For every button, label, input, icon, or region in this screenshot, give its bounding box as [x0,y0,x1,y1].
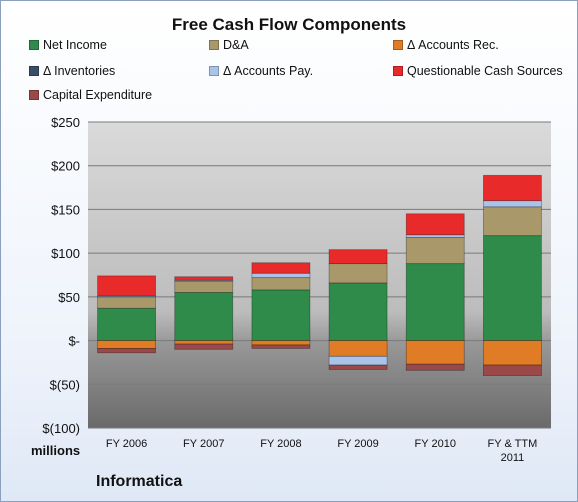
legend-item: D&A [209,38,249,52]
y-tick-label: $150 [51,202,80,217]
legend-swatch [209,40,219,50]
bar-segment [328,355,388,366]
bar-segment [251,340,311,346]
legend-item: Net Income [29,38,107,52]
bar-segment [328,249,388,265]
legend-label: D&A [223,38,249,52]
bar-segment [483,200,542,208]
legend-label: Δ Accounts Rec. [407,38,499,52]
legend-swatch [393,66,403,76]
x-tick-label: FY 2010 [415,438,456,450]
legend-swatch [29,40,39,50]
bar-segment [328,282,388,341]
bar-segment [483,206,542,237]
x-tick-label: FY 2009 [337,438,378,450]
bar-segment [328,263,388,284]
bar-segment [174,343,234,350]
y-tick-label: $200 [51,159,80,174]
brand-label: Informatica [96,473,183,490]
bar-segment [174,292,234,341]
bar-segment [97,275,156,297]
bar-segment [251,272,311,279]
plot-area [88,122,551,428]
bar-segment [328,364,388,370]
legend-swatch [29,66,39,76]
bar-segment [251,289,311,341]
bar-segment [174,279,234,282]
bar-segment [174,280,234,293]
legend-label: Δ Accounts Pay. [223,64,314,78]
bar-segment [405,363,465,371]
legend-item: Δ Accounts Pay. [209,64,313,78]
y-tick-label: $50 [58,290,80,305]
legend-label: Net Income [43,38,107,52]
legend-swatch [29,90,39,100]
chart-title: Free Cash Flow Components [171,15,407,34]
bar-segment [251,262,311,274]
bar-segment [174,276,234,281]
legend-item: Questionable Cash Sources [393,64,563,78]
chart-legend: Net Income D&A Δ Accounts Rec. Δ Inventorie… [1,1,577,111]
legend-item: Capital Expenditure [29,88,152,102]
bar-segment [97,340,156,349]
bar-segment [97,348,156,354]
legend-label: Capital Expenditure [43,88,153,102]
y-tick-label: $- [68,334,80,349]
legend-swatch [209,66,219,76]
x-tick-label: FY 2007 [183,438,224,450]
x-tick-label: FY & TTM 2011 [488,438,538,464]
legend-item: Δ Accounts Rec. [393,38,499,52]
legend-item: Δ Inventories [29,64,115,78]
bar-segment [405,263,465,341]
y-tick-label: $(100) [42,421,80,436]
bar-segment [251,277,311,291]
legend-label: Questionable Cash Sources [407,64,563,78]
unit-label: millions [31,443,81,458]
x-tick-label: FY 2006 [106,438,147,450]
bar-segment [405,213,465,236]
legend-swatch [393,40,403,50]
legend-label: Δ Inventories [43,64,116,78]
y-tick-label: $(50) [50,377,80,392]
y-tick-label: $100 [51,246,80,261]
bar-segment [251,344,311,349]
bar-segment [328,340,388,357]
bar-segment [483,235,542,341]
bar-segment [483,340,542,366]
y-tick-label: $250 [51,115,80,130]
bar-segment [483,174,542,202]
x-tick-label: FY 2008 [260,438,301,450]
bar-segment [405,237,465,265]
bar-segment [405,340,465,365]
bar-segment [483,364,542,376]
bar-segment [174,340,234,345]
bar-segment [97,307,156,341]
bar-segment [97,296,156,309]
